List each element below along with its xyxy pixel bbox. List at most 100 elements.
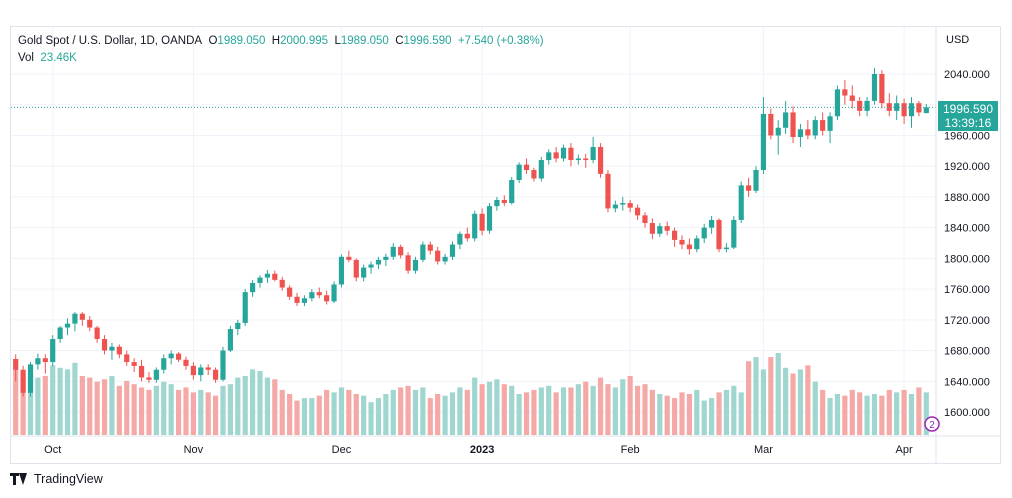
candle-body xyxy=(627,203,633,208)
volume-bar xyxy=(205,392,211,435)
candle-body xyxy=(20,369,26,393)
candle-body xyxy=(264,273,271,278)
candle-body xyxy=(516,164,522,181)
current-price-tag: 1996.590 13:39:16 xyxy=(938,101,998,131)
volume-bar xyxy=(13,369,19,435)
candle-body xyxy=(620,203,626,205)
annotation-marker-icon[interactable]: 2 xyxy=(924,416,940,432)
volume-bar xyxy=(383,394,389,435)
candle-body xyxy=(146,377,152,380)
candle-body xyxy=(220,350,226,380)
volume-bar xyxy=(368,402,374,435)
currency-label[interactable]: USD xyxy=(946,34,970,46)
volume-bar xyxy=(146,389,152,435)
candle-body xyxy=(35,358,41,365)
volume-bar xyxy=(442,395,448,435)
candle-body xyxy=(250,282,256,293)
price-tick-label: 1960.000 xyxy=(944,130,990,142)
volume-bar xyxy=(101,379,108,435)
volume-bar xyxy=(338,387,345,435)
volume-bar xyxy=(797,369,804,435)
volume-bar xyxy=(738,392,744,435)
candle-body xyxy=(294,296,300,303)
volume-bar xyxy=(405,385,411,435)
candle-body xyxy=(175,353,182,360)
chart-legend: Gold Spot / U.S. Dollar, 1D, OANDA O1989… xyxy=(18,35,544,47)
volume-bar xyxy=(746,361,752,435)
volume-bar xyxy=(116,385,122,435)
tradingview-brand[interactable]: TradingView xyxy=(10,472,103,486)
candle-body xyxy=(13,358,19,370)
low-label: L xyxy=(334,35,341,47)
volume-bar xyxy=(20,373,26,435)
candle-body xyxy=(87,319,93,328)
candle-body xyxy=(161,358,167,370)
volume-bar xyxy=(546,385,552,435)
candle-body xyxy=(723,247,730,250)
volume-bar xyxy=(916,387,922,435)
volume-bar xyxy=(642,384,648,435)
candle-body xyxy=(324,295,330,302)
volume-bar xyxy=(783,367,789,435)
volume-bar xyxy=(294,400,300,435)
candle-body xyxy=(760,113,767,171)
candle-body xyxy=(138,365,145,378)
volume-bar xyxy=(723,389,730,435)
volume-bar xyxy=(553,392,559,435)
volume-bar xyxy=(427,398,433,435)
candle-body xyxy=(494,199,500,207)
volume-bar xyxy=(64,369,71,435)
volume-bar xyxy=(849,389,855,435)
time-tick-label: Oct xyxy=(44,444,61,456)
candle-body xyxy=(420,244,426,260)
volume-bar xyxy=(834,394,841,435)
volume-bar xyxy=(87,377,93,435)
volume-bar xyxy=(509,385,515,435)
candle-body xyxy=(746,185,752,191)
volume-bar xyxy=(501,384,507,435)
candles xyxy=(13,67,929,397)
candle-body xyxy=(316,292,322,296)
volume-bars xyxy=(13,353,929,435)
volume-bar xyxy=(361,395,367,435)
volume-bar xyxy=(435,394,441,435)
candle-body xyxy=(864,100,870,111)
candle-body xyxy=(79,313,85,320)
volume-bar xyxy=(694,389,700,435)
volume-bar xyxy=(805,365,811,435)
volume-bar xyxy=(124,380,130,435)
volume-bar xyxy=(398,387,404,435)
candle-body xyxy=(857,100,863,111)
change-value: +7.540 (+0.38%) xyxy=(457,35,544,47)
volume-bar xyxy=(227,384,233,435)
volume-bar xyxy=(923,392,929,435)
candle-body xyxy=(183,359,189,366)
chart-frame[interactable] xyxy=(10,26,1001,464)
volume-bar xyxy=(908,394,915,435)
volume-bar xyxy=(486,381,493,435)
volume-bar xyxy=(309,398,315,435)
candle-body xyxy=(546,152,552,161)
candle-body xyxy=(353,259,359,278)
symbol-title[interactable]: Gold Spot / U.S. Dollar, 1D, OANDA xyxy=(18,35,203,47)
candle-body xyxy=(301,298,308,303)
candle-body xyxy=(375,259,382,265)
open-label: O xyxy=(208,35,218,47)
volume-bar xyxy=(212,395,219,435)
candle-body xyxy=(590,146,596,161)
volume-bar xyxy=(153,385,159,435)
volume-bar xyxy=(649,389,655,435)
candle-body xyxy=(812,120,818,136)
price-tick-label: 1840.000 xyxy=(944,223,990,235)
volume-bar xyxy=(568,387,574,435)
volume-bar xyxy=(131,384,137,435)
time-axis: Oct Nov Dec 2023 Feb Mar Apr xyxy=(44,444,913,456)
candle-body xyxy=(597,146,604,174)
volume-bar xyxy=(42,375,48,435)
volume-bar xyxy=(671,398,678,435)
candle-body xyxy=(701,227,707,239)
volume-bar xyxy=(523,392,530,435)
volume-bar xyxy=(190,392,196,435)
candle-body xyxy=(50,339,56,363)
